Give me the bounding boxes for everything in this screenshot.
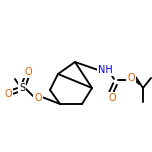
Text: S: S — [19, 83, 25, 93]
Text: O: O — [4, 89, 12, 99]
Text: O: O — [108, 93, 116, 103]
Text: O: O — [24, 67, 32, 77]
Text: NH: NH — [98, 65, 112, 75]
Text: O: O — [34, 93, 42, 103]
Text: O: O — [127, 73, 135, 83]
